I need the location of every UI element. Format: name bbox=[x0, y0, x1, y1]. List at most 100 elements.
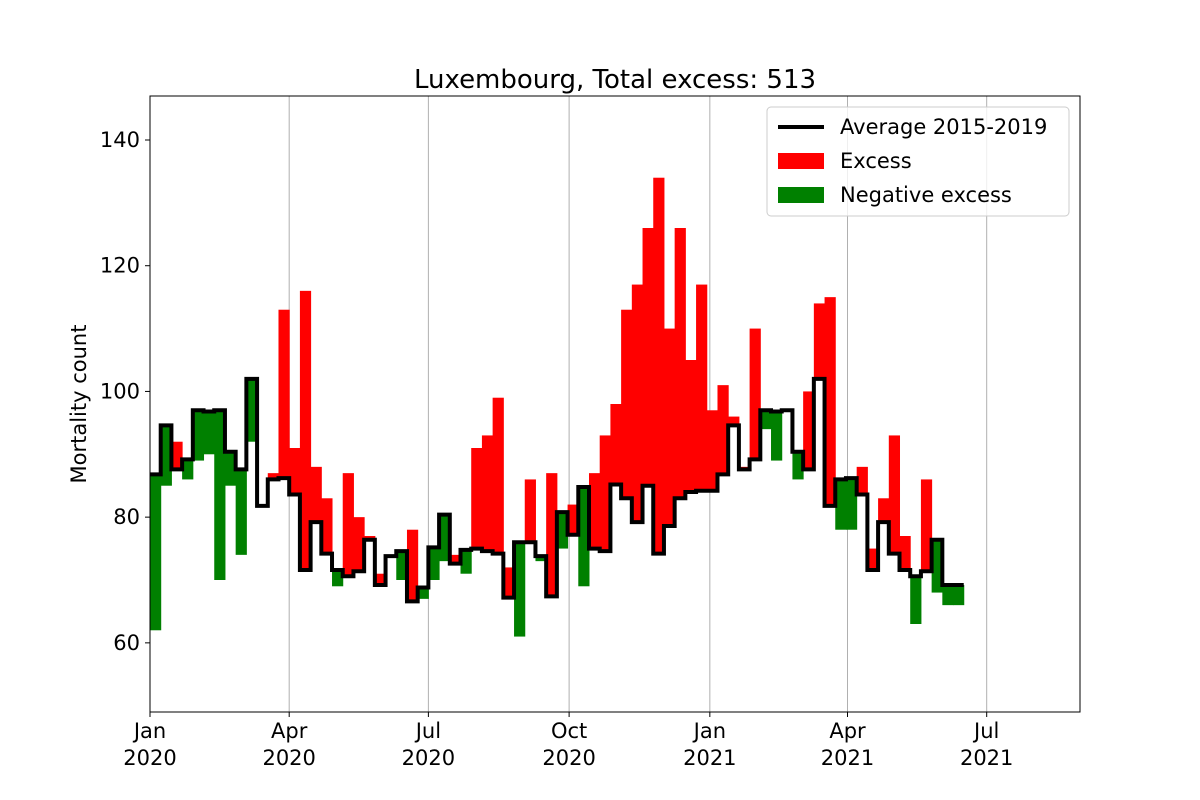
y-tick-label: 60 bbox=[113, 631, 140, 655]
negative-excess-bar bbox=[396, 551, 408, 580]
x-tick-label-month: Apr bbox=[271, 719, 308, 743]
negative-excess-bar bbox=[150, 474, 162, 631]
negative-excess-bar bbox=[246, 378, 258, 442]
excess-bar bbox=[610, 404, 622, 485]
chart-title: Luxembourg, Total excess: 513 bbox=[414, 65, 816, 95]
x-tick-label-year: 2020 bbox=[123, 746, 176, 770]
x-tick-label-month: Jan bbox=[692, 719, 726, 743]
legend-excess-swatch bbox=[778, 153, 824, 169]
excess-bar bbox=[289, 448, 301, 495]
excess-bar bbox=[824, 297, 836, 506]
excess-bar bbox=[920, 479, 933, 572]
plot-frame bbox=[149, 95, 1081, 713]
excess-bar bbox=[653, 177, 665, 554]
excess-bar bbox=[406, 529, 419, 602]
negative-excess-bar bbox=[214, 410, 226, 580]
legend-negative-swatch bbox=[778, 187, 824, 203]
excess-bar bbox=[299, 290, 312, 570]
excess-bar bbox=[717, 385, 729, 475]
excess-bar bbox=[353, 517, 365, 572]
excess-bar bbox=[631, 284, 644, 523]
excess-bar bbox=[342, 473, 354, 577]
y-tick-label: 140 bbox=[100, 128, 140, 152]
excess-bar bbox=[492, 397, 504, 554]
excess-bar bbox=[674, 228, 686, 499]
x-tick-label-month: Oct bbox=[551, 719, 587, 743]
negative-excess-bar bbox=[771, 411, 783, 461]
y-axis: 60 80 100 120 140 bbox=[100, 128, 150, 655]
x-axis: Jan 2020 Apr 2020 Jul 2020 Oct 2020 Jan 2021 Apr 20… bbox=[123, 712, 1013, 770]
negative-excess-bar bbox=[514, 542, 526, 637]
x-tick-label-year: 2020 bbox=[542, 746, 595, 770]
negative-excess-bar bbox=[182, 459, 194, 480]
negative-excess-bar bbox=[203, 411, 215, 455]
excess-bar bbox=[706, 410, 718, 491]
y-tick-label: 100 bbox=[100, 379, 140, 403]
excess-bar bbox=[267, 473, 279, 480]
excess-bar bbox=[524, 479, 536, 543]
x-tick-label-year: 2021 bbox=[821, 746, 874, 770]
excess-bars bbox=[150, 177, 965, 637]
legend-negative-label: Negative excess bbox=[840, 183, 1012, 207]
negative-excess-bar bbox=[845, 478, 858, 530]
negative-excess-bar bbox=[942, 585, 954, 606]
excess-bar bbox=[374, 573, 387, 586]
excess-bar bbox=[171, 441, 183, 470]
excess-bar bbox=[449, 554, 462, 564]
excess-bar bbox=[899, 536, 911, 570]
excess-bar bbox=[546, 473, 558, 597]
x-tick-label-month: Apr bbox=[829, 719, 866, 743]
excess-bar bbox=[888, 435, 901, 554]
excess-bar bbox=[685, 360, 697, 492]
average-line-layer bbox=[150, 376, 964, 604]
excess-bar bbox=[749, 328, 761, 460]
excess-bar bbox=[696, 284, 708, 491]
excess-bar bbox=[599, 435, 611, 552]
negative-excess-bar bbox=[417, 587, 429, 599]
x-tick-label-month: Jul bbox=[414, 719, 441, 743]
negative-excess-bar bbox=[760, 410, 772, 430]
excess-bar bbox=[803, 391, 815, 470]
excess-bar bbox=[867, 548, 879, 570]
excess-bar bbox=[588, 473, 601, 549]
negative-excess-bar bbox=[160, 425, 172, 486]
negative-excess-bar bbox=[332, 569, 344, 587]
negative-excess-bar bbox=[910, 576, 922, 624]
legend: Average 2015-2019 Excess Negative excess bbox=[766, 106, 1070, 217]
negative-excess-bar bbox=[224, 451, 237, 486]
negative-excess-bar bbox=[931, 539, 943, 593]
negative-excess-bar bbox=[235, 469, 247, 555]
excess-bar bbox=[503, 567, 515, 598]
y-tick-label: 120 bbox=[100, 254, 140, 278]
excess-bar bbox=[621, 309, 633, 499]
legend-average-label: Average 2015-2019 bbox=[840, 115, 1047, 139]
x-tick-label-year: 2021 bbox=[960, 746, 1013, 770]
excess-bar bbox=[813, 303, 826, 379]
negative-excess-bar bbox=[792, 451, 804, 480]
legend-box bbox=[766, 106, 1070, 217]
negative-excess-bar bbox=[439, 514, 451, 562]
excess-bar bbox=[321, 498, 333, 554]
excess-bar bbox=[878, 498, 890, 523]
x-tick-label-year: 2020 bbox=[262, 746, 315, 770]
legend-excess-label: Excess bbox=[840, 149, 912, 173]
excess-bar bbox=[728, 416, 740, 426]
negative-excess-bar bbox=[556, 512, 569, 549]
excess-bar bbox=[663, 328, 676, 526]
excess-bar bbox=[278, 309, 290, 479]
x-tick-label-month: Jan bbox=[132, 719, 166, 743]
negative-excess-bar bbox=[578, 486, 590, 587]
average-2015-2019-line bbox=[150, 376, 964, 604]
negative-excess-bar bbox=[428, 547, 440, 580]
negative-excess-bar bbox=[192, 410, 205, 461]
negative-excess-bar bbox=[953, 585, 965, 606]
excess-bar bbox=[856, 466, 868, 495]
y-tick-label: 80 bbox=[113, 505, 140, 529]
excess-bar bbox=[481, 435, 494, 552]
excess-bar bbox=[642, 228, 654, 486]
excess-bar bbox=[567, 504, 579, 535]
x-tick-label-year: 2020 bbox=[402, 746, 455, 770]
negative-excess-bar bbox=[460, 549, 472, 574]
excess-bar bbox=[310, 466, 322, 523]
